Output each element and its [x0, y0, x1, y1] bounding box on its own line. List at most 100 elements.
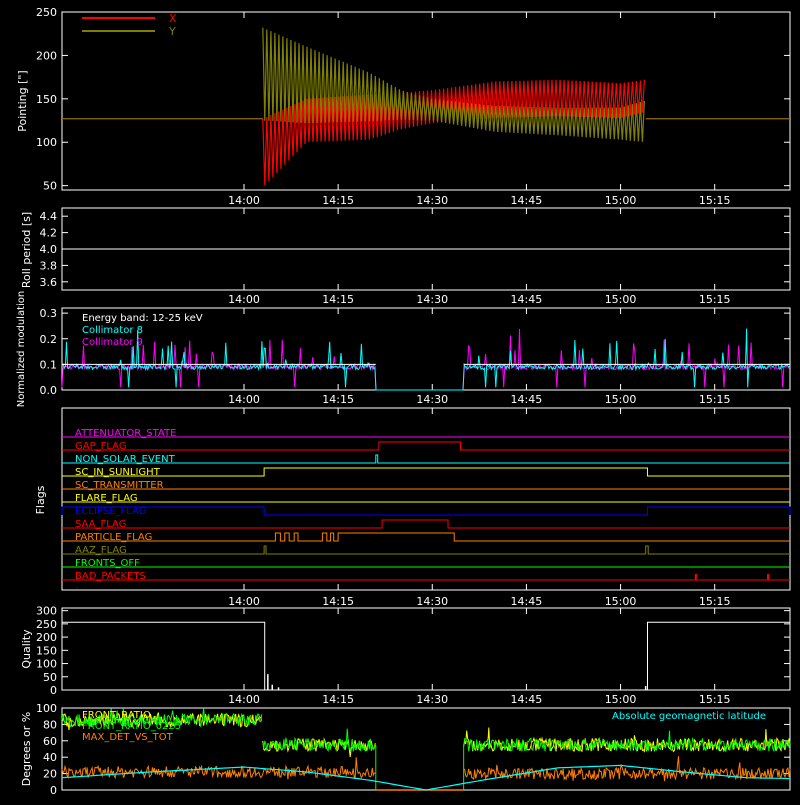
y-tick-label: 4.0: [40, 243, 58, 256]
modulation-annotation-energy: Energy band: 12-25 keV: [82, 313, 203, 324]
flag-non-solar-event-line: [62, 454, 790, 464]
x-tick-label: 14:15: [322, 293, 354, 306]
degrees-ylabel: Degrees or %: [20, 712, 33, 786]
x-tick-label: 14:30: [416, 393, 448, 406]
x-tick-label: 15:00: [605, 194, 637, 207]
flag-bad-packets-label: BAD_PACKETS: [75, 571, 146, 582]
flag-particle-flag-line: [62, 532, 790, 542]
modulation-annotation-c8: Collimator 8: [82, 325, 143, 336]
flag-gap-flag-line: [62, 441, 790, 451]
y-tick-label: 200: [36, 631, 57, 644]
x-tick-label: 14:45: [511, 293, 543, 306]
y-tick-label: 150: [36, 644, 57, 657]
modulation-data: [61, 328, 790, 391]
flag-aaz-flag-label: AAZ_FLAG: [75, 545, 127, 556]
degrees-legend-front-ratio: FRONT_RATIO: [82, 710, 151, 721]
quality-ylabel: Quality: [20, 629, 33, 669]
x-tick-label: 15:00: [605, 393, 637, 406]
y-tick-label: 150: [36, 93, 57, 106]
flag-non-solar-event-label: NON_SOLAR_EVENT: [75, 454, 176, 465]
x-tick-label: 14:45: [511, 693, 543, 706]
flag-saa-flag-line: [62, 519, 790, 529]
x-tick-label: 15:00: [605, 595, 637, 608]
pointing-legend: X Y: [82, 12, 177, 38]
roll-xticks: 14:00 14:15 14:30 14:45 15:00 15:15: [228, 208, 731, 306]
x-tick-label: 14:00: [228, 693, 260, 706]
flag-fronts-off-label: FRONTS_OFF: [75, 558, 140, 569]
y-tick-label: 300: [36, 605, 57, 618]
legend-y-label: Y: [168, 25, 176, 38]
x-tick-label: 15:00: [605, 693, 637, 706]
y-tick-label: 50: [43, 671, 57, 684]
x-tick-label: 15:15: [699, 595, 731, 608]
x-tick-label: 15:15: [699, 194, 731, 207]
flag-eclipse-flag-label: ECLIPSE_FLAG: [75, 506, 146, 517]
x-tick-label: 15:15: [699, 393, 731, 406]
flag-flare-flag-label: FLARE_FLAG: [75, 493, 138, 504]
flags-ylabel: Flags: [34, 485, 47, 514]
degrees-yticks: 0 20 40 60 80 100: [36, 702, 790, 797]
x-tick-label: 14:15: [322, 194, 354, 207]
series-collimator-8: [61, 328, 790, 391]
flags-data: ATTENUATOR_STATE GAP_FLAG NON_SOLAR_EVENT S…: [61, 428, 791, 582]
x-tick-label: 14:15: [322, 393, 354, 406]
x-tick-label: 15:15: [699, 693, 731, 706]
x-tick-label: 14:00: [228, 595, 260, 608]
flag-sc-in-sunlight-line: [62, 467, 790, 477]
degrees-annotation-latitude: Absolute geomagnetic latitude: [612, 711, 766, 722]
x-tick-label: 14:30: [416, 194, 448, 207]
pointing-yticks: 50 100 150 200 250: [36, 6, 790, 193]
x-tick-label: 15:00: [605, 293, 637, 306]
flag-attenuator-state-label: ATTENUATOR_STATE: [75, 428, 176, 439]
x-tick-label: 14:00: [228, 393, 260, 406]
flag-sc-in-sunlight-label: SC_IN_SUNLIGHT: [75, 467, 161, 478]
panel-flags-frame: [61, 407, 791, 591]
y-tick-label: 0.2: [40, 333, 58, 346]
degrees-legend-max-det: MAX_DET_VS_TOT: [82, 732, 174, 743]
x-tick-label: 14:00: [228, 293, 260, 306]
flag-eclipse-flag-line: [61, 506, 791, 516]
x-tick-label: 14:00: [228, 194, 260, 207]
flag-aaz-flag-line: [62, 545, 790, 555]
x-tick-label: 14:30: [416, 293, 448, 306]
y-tick-label: 4.2: [40, 227, 58, 240]
degrees-legend-front-ratio-0225: FRONT_RATIO_0225: [82, 721, 181, 732]
quality-line: [62, 621, 790, 691]
x-tick-label: 14:15: [322, 693, 354, 706]
modulation-annotation-c9: Collimator 9: [82, 337, 143, 348]
y-tick-label: 250: [36, 618, 57, 631]
series-geomagnetic-latitude: [61, 764, 790, 791]
panel-modulation: Normalized modulation 0.0 0.1 0.2 0.3 14:00…: [16, 291, 791, 408]
y-tick-label: 80: [43, 718, 57, 731]
y-tick-label: 100: [36, 136, 57, 149]
y-tick-label: 0: [50, 684, 57, 697]
y-tick-label: 3.6: [40, 276, 58, 289]
flags-xticks: 14:00 14:15 14:30 14:45 15:00 15:15: [228, 408, 731, 608]
series-front-ratio-0225: [61, 707, 791, 753]
y-tick-label: 200: [36, 49, 57, 62]
y-tick-label: 250: [36, 6, 57, 19]
pointing-xticks: 14:00 14:15 14:30 14:45 15:00 15:15: [228, 12, 731, 207]
degrees-data: [61, 707, 791, 791]
x-tick-label: 14:45: [511, 194, 543, 207]
x-tick-label: 14:30: [416, 595, 448, 608]
flag-saa-flag-label: SAA_FLAG: [75, 519, 126, 530]
legend-x-label: X: [169, 12, 177, 25]
panel-flags: Flags 14:00 14:15 14:30 14:45 15:00 15:15 ATT…: [34, 407, 791, 608]
modulation-ylabel: Normalized modulation: [16, 291, 27, 408]
y-tick-label: 0.1: [40, 358, 58, 371]
y-tick-label: 100: [36, 658, 57, 671]
roll-yticks: 3.6 3.8 4.0 4.2 4.4: [40, 210, 790, 289]
y-tick-label: 100: [36, 702, 57, 715]
y-tick-label: 60: [43, 735, 57, 748]
panel-degrees: Degrees or % 0 20 40 60 80 100 FRONT_RATIO FR…: [20, 702, 791, 797]
x-tick-label: 14:15: [322, 595, 354, 608]
y-tick-label: 4.4: [40, 210, 58, 223]
x-tick-label: 14:45: [511, 595, 543, 608]
flag-gap-flag-label: GAP_FLAG: [75, 441, 127, 452]
